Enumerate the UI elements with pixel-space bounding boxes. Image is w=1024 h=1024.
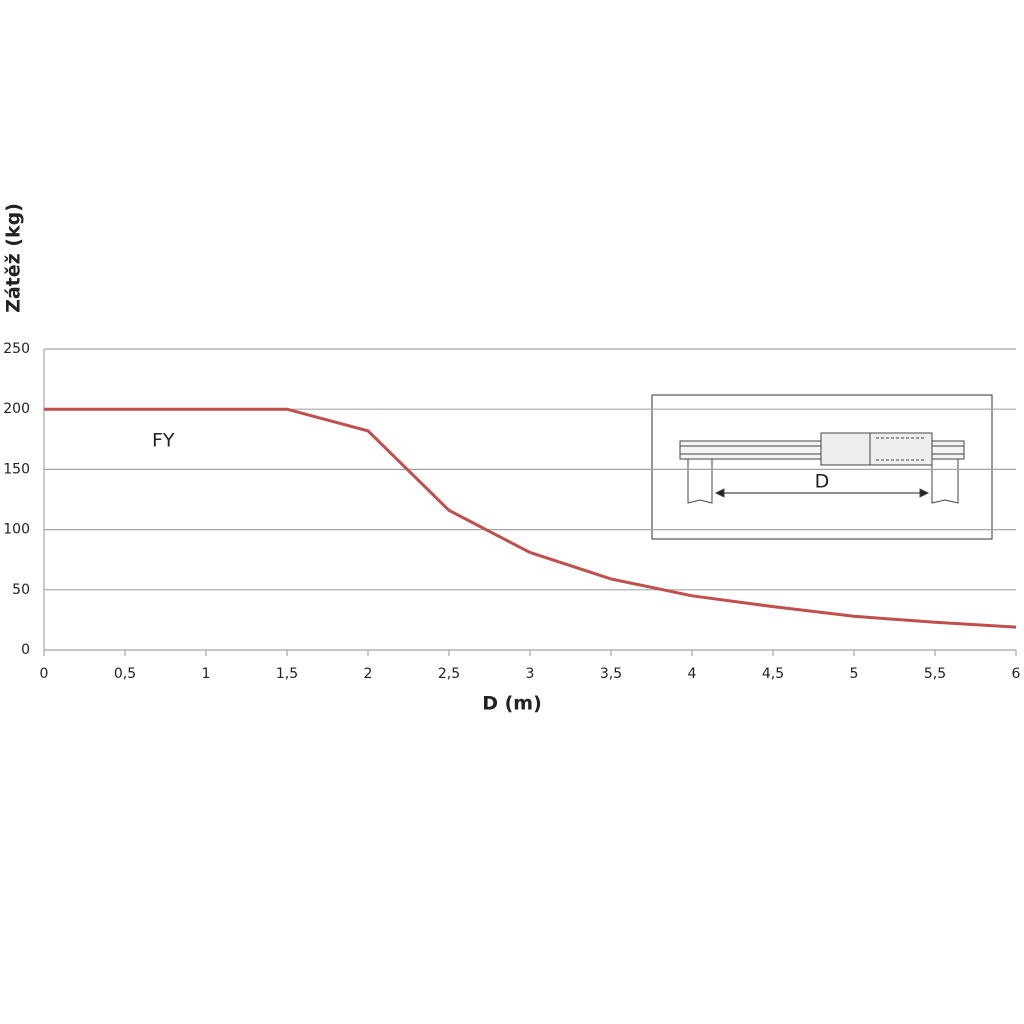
x-tick-label: 3 <box>526 666 535 682</box>
x-tick-label: 6 <box>1012 666 1021 682</box>
y-tick-label: 250 <box>3 341 30 357</box>
y-tick-label: 100 <box>3 522 30 538</box>
x-tick-label: 0,5 <box>114 666 136 682</box>
x-tick-label: 2 <box>364 666 373 682</box>
y-axis-label: Zátěž (kg) <box>3 203 25 313</box>
x-tick-label: 0 <box>40 666 49 682</box>
x-tick-label: 5,5 <box>924 666 946 682</box>
x-tick-label: 5 <box>850 666 859 682</box>
y-tick-label: 50 <box>12 582 30 598</box>
inset-label: D <box>815 471 830 493</box>
x-tick-label: 1,5 <box>276 666 298 682</box>
data-line <box>44 407 1017 629</box>
series-label: FY <box>152 430 175 452</box>
x-tick-label: 4 <box>688 666 697 682</box>
x-tick-label: 4,5 <box>762 666 784 682</box>
x-tick-label: 2,5 <box>438 666 460 682</box>
x-axis-label: D (m) <box>482 693 542 715</box>
y-tick-label: 200 <box>3 401 30 417</box>
x-tick-label: 3,5 <box>600 666 622 682</box>
inset-diagram <box>651 394 993 540</box>
x-tick-label: 1 <box>202 666 211 682</box>
y-tick-label: 150 <box>3 461 30 477</box>
y-tick-label: 0 <box>21 642 30 658</box>
